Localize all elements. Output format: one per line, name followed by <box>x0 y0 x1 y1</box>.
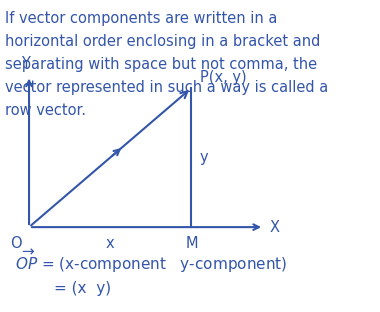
Text: vector represented in such a way is called a: vector represented in such a way is call… <box>5 80 328 95</box>
Text: $\overrightarrow{OP}$ = (x-component   y-component): $\overrightarrow{OP}$ = (x-component y-c… <box>15 248 288 275</box>
Text: y: y <box>200 150 209 165</box>
Text: x: x <box>106 236 114 251</box>
Text: Y: Y <box>21 56 30 71</box>
Text: X: X <box>269 220 279 235</box>
Text: row vector.: row vector. <box>5 104 86 119</box>
Text: separating with space but not comma, the: separating with space but not comma, the <box>5 57 317 72</box>
Text: P(x, y): P(x, y) <box>200 70 247 85</box>
Text: O: O <box>11 236 22 251</box>
Text: M: M <box>185 236 198 251</box>
Text: = (x  y): = (x y) <box>15 281 111 296</box>
Text: horizontal order enclosing in a bracket and: horizontal order enclosing in a bracket … <box>5 34 320 49</box>
Text: If vector components are written in a: If vector components are written in a <box>5 11 277 26</box>
